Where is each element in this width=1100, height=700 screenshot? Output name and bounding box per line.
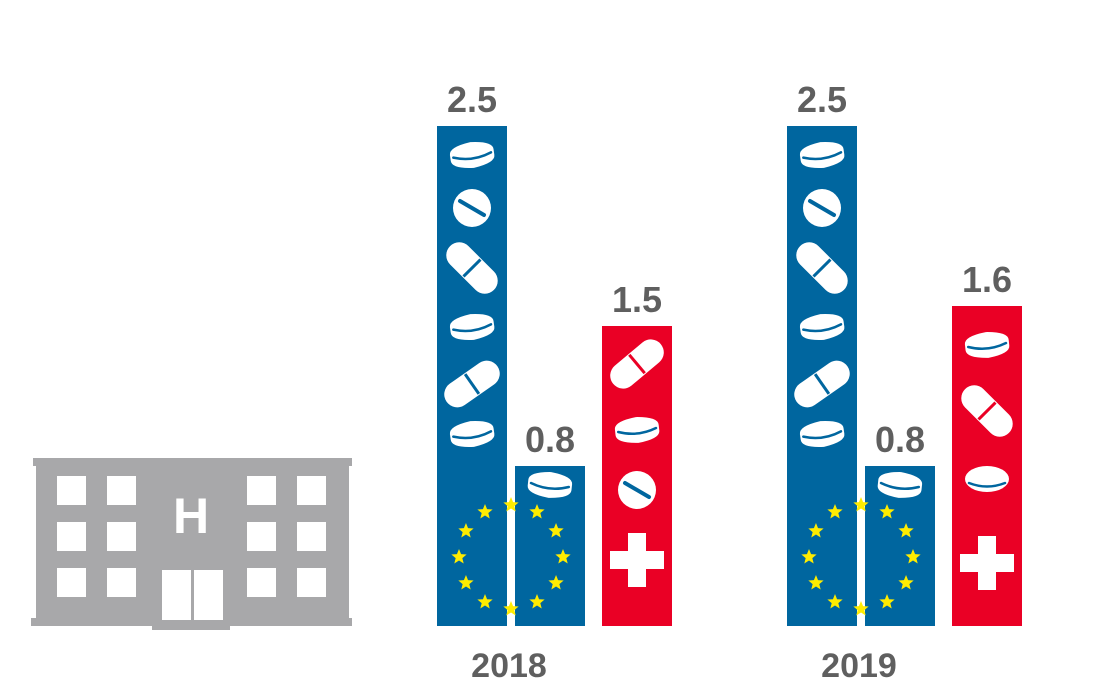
pill-edge	[802, 430, 843, 440]
eu-star-icon	[905, 549, 921, 564]
hospital-window	[297, 522, 326, 551]
pill-edge	[879, 481, 921, 491]
hospital-letter: H	[173, 488, 209, 544]
pill-score	[623, 481, 651, 499]
pill-capsule-divider	[628, 353, 646, 375]
value-label-2019-2: 0.8	[875, 419, 925, 460]
year-label-2019: 2019	[821, 647, 897, 685]
pill-tablet	[965, 466, 1009, 492]
pill-capsule-divider	[462, 258, 482, 278]
hospital-window	[107, 522, 136, 551]
eu-star-icon	[827, 503, 843, 519]
pill-capsule-divider	[812, 258, 832, 278]
eu-separator	[862, 464, 865, 626]
hospital-roof	[33, 458, 352, 466]
eu-flag-icon	[801, 497, 921, 616]
pill-edge	[452, 151, 493, 161]
eu-star-icon	[503, 497, 519, 512]
hospital-window	[247, 568, 276, 597]
pill-edge	[966, 341, 1008, 351]
red-bar-decoration-2018	[610, 339, 664, 587]
swiss-cross-horizontal	[960, 554, 1014, 572]
hospital-door-right	[194, 570, 223, 620]
pill-edge	[452, 323, 493, 333]
eu-star-icon	[555, 549, 571, 564]
hospital-body	[36, 462, 349, 625]
hospital-window	[57, 522, 86, 551]
pill-edge	[616, 426, 658, 436]
pill-rim	[799, 141, 845, 168]
eu-star-icon	[827, 594, 843, 609]
year-group-2018: 2.5 0.8 1.5 2018	[437, 79, 672, 685]
pill-rim	[799, 420, 845, 447]
eu-star-icon	[458, 575, 474, 590]
pill-rim	[449, 420, 495, 447]
hospital-window	[247, 522, 276, 551]
year-label-2018: 2018	[471, 647, 547, 685]
hospital-icon: H	[31, 458, 352, 630]
eu-star-icon	[529, 594, 545, 609]
eu-separator	[512, 464, 515, 626]
pill-score	[458, 199, 486, 217]
value-label-2019-3: 1.6	[962, 259, 1012, 300]
eu-star-icon	[898, 523, 914, 538]
value-label-2018-3: 1.5	[612, 279, 662, 320]
value-label-2018-1: 2.5	[447, 79, 497, 120]
eu-star-icon	[529, 503, 545, 519]
hospital-window	[297, 568, 326, 597]
hospital-door-left	[162, 570, 191, 620]
eu-star-icon	[477, 503, 493, 519]
eu-star-icon	[801, 549, 817, 564]
hospital-step	[152, 622, 230, 630]
pill-rim	[449, 313, 495, 340]
value-label-2018-2: 0.8	[525, 419, 575, 460]
pill-edge	[802, 323, 843, 333]
eu-star-icon	[808, 575, 824, 590]
hospital-window	[107, 568, 136, 597]
pill-tablet-edge	[967, 481, 1007, 488]
red-bar-decoration-2019	[960, 332, 1014, 590]
pill-score	[808, 199, 836, 217]
eu-star-icon	[808, 523, 824, 538]
eu-star-icon	[853, 497, 869, 512]
pill-edge	[529, 481, 571, 491]
pill-rim	[527, 472, 573, 498]
pill-rim	[449, 141, 495, 168]
hospital-window	[107, 476, 136, 505]
pill-capsule-divider	[463, 373, 481, 395]
hospital-window	[57, 568, 86, 597]
pill-rim	[799, 313, 845, 340]
eu-star-icon	[879, 503, 895, 519]
hospital-window	[57, 476, 86, 505]
pill-edge	[452, 430, 493, 440]
eu-flag-icon	[451, 497, 571, 616]
eu-star-icon	[548, 523, 564, 538]
pill-capsule-divider	[813, 373, 831, 395]
swiss-cross-horizontal	[610, 551, 664, 569]
eu-star-icon	[853, 601, 869, 616]
pill-capsule-divider	[977, 401, 997, 421]
pill-edge	[802, 151, 843, 161]
value-label-2019-1: 2.5	[797, 79, 847, 120]
year-group-2019: 2.5 0.8 1.6 2019	[787, 79, 1022, 685]
eu-star-icon	[503, 601, 519, 616]
pill-rim	[877, 472, 923, 498]
hospital-window	[247, 476, 276, 505]
pill-rim	[614, 417, 660, 443]
eu-star-icon	[477, 594, 493, 609]
eu-star-icon	[458, 523, 474, 538]
hospital-window	[297, 476, 326, 505]
eu-star-icon	[879, 594, 895, 609]
eu-star-icon	[548, 575, 564, 590]
eu-star-icon	[451, 549, 467, 564]
eu-star-icon	[898, 575, 914, 590]
pill-rim	[964, 332, 1010, 358]
